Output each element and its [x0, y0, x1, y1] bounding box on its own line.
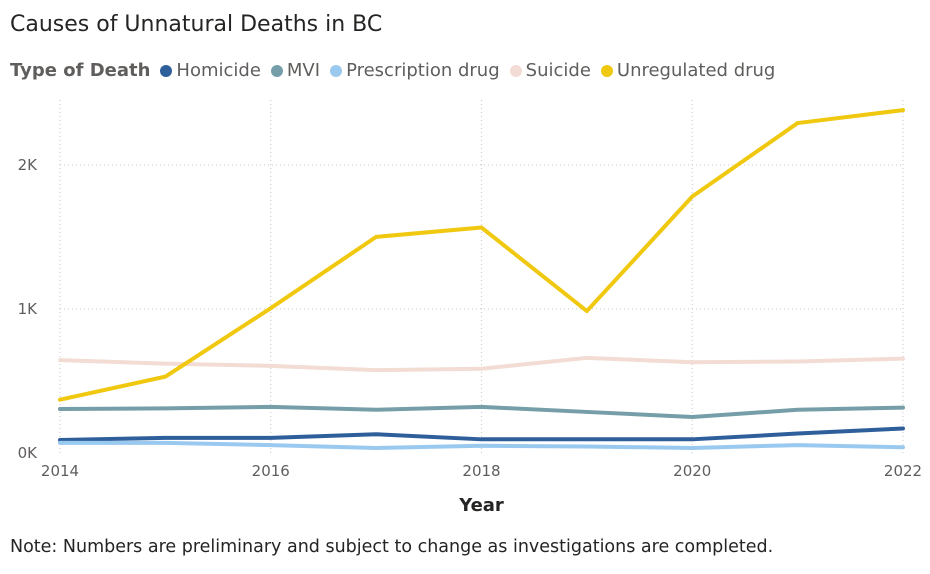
- series-line-mvi: [58, 404, 905, 419]
- legend-marker-icon: [270, 64, 283, 77]
- x-tick-label: 2022: [884, 462, 922, 480]
- legend-label: Homicide: [176, 60, 261, 81]
- series-line-unregulated-drug: [58, 108, 905, 402]
- series-line-homicide: [58, 426, 905, 443]
- x-axis-title: Year: [458, 495, 504, 516]
- y-tick-label: 2K: [18, 156, 39, 174]
- legend: Type of Death Homicide MVI Prescription …: [10, 60, 785, 81]
- series-line-prescription-drug: [58, 440, 905, 450]
- x-tick-label: 2014: [41, 462, 79, 480]
- legend-item-homicide[interactable]: Homicide: [160, 60, 261, 81]
- legend-label: Prescription drug: [346, 60, 500, 81]
- x-tick-label: 2018: [462, 462, 500, 480]
- legend-item-mvi[interactable]: MVI: [270, 60, 321, 81]
- y-tick-label: 1K: [18, 300, 39, 318]
- legend-title: Type of Death: [10, 60, 151, 81]
- series-line-suicide: [58, 355, 905, 373]
- legend-marker-icon: [600, 64, 613, 77]
- y-tick-label: 0K: [18, 444, 39, 462]
- legend-label: MVI: [286, 60, 321, 81]
- legend-item-suicide[interactable]: Suicide: [509, 60, 591, 81]
- legend-marker-icon: [330, 64, 343, 77]
- chart-title: Causes of Unnatural Deaths in BC: [10, 12, 383, 37]
- x-tick-label: 2020: [673, 462, 711, 480]
- legend-marker-icon: [509, 64, 522, 77]
- x-tick-label: 2016: [252, 462, 290, 480]
- footnote: Note: Numbers are preliminary and subjec…: [10, 537, 774, 557]
- legend-item-prescription-drug[interactable]: Prescription drug: [330, 60, 500, 81]
- legend-marker-icon: [160, 64, 173, 77]
- legend-item-unregulated-drug[interactable]: Unregulated drug: [600, 60, 776, 81]
- legend-label: Suicide: [525, 60, 591, 81]
- legend-label: Unregulated drug: [616, 60, 776, 81]
